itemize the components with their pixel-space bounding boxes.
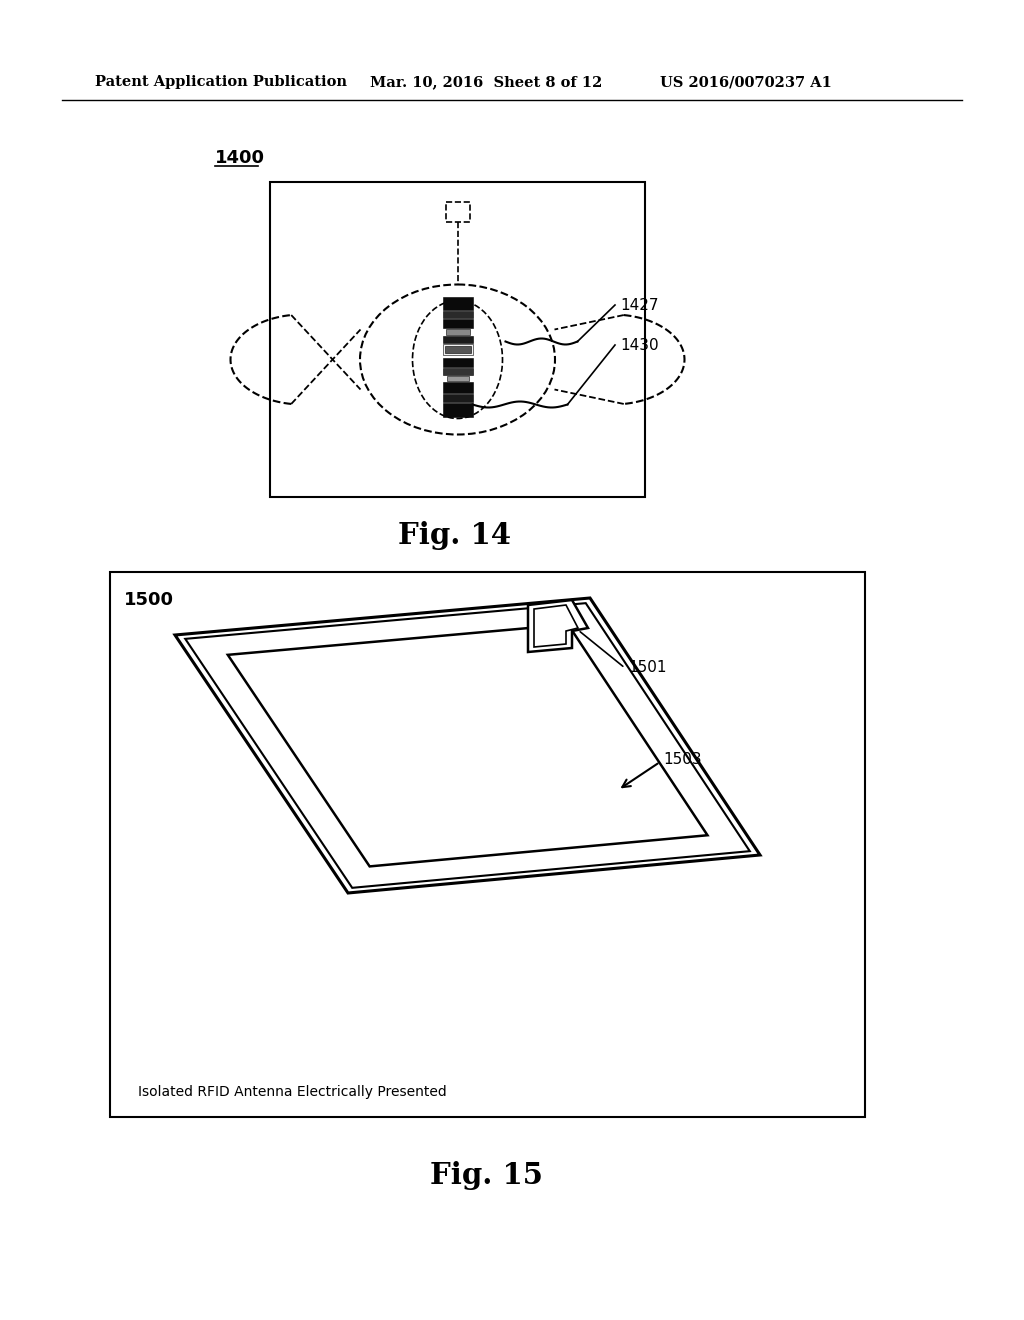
Ellipse shape	[413, 301, 503, 418]
Text: Fig. 15: Fig. 15	[430, 1160, 544, 1189]
Bar	[442, 381, 472, 392]
Text: 1427: 1427	[620, 297, 658, 313]
Bar	[442, 335, 472, 342]
Bar	[270, 182, 645, 498]
Ellipse shape	[360, 285, 555, 434]
Text: 1500: 1500	[124, 591, 174, 609]
Bar	[442, 310, 472, 318]
Polygon shape	[528, 601, 588, 652]
Text: Isolated RFID Antenna Electrically Presented: Isolated RFID Antenna Electrically Prese…	[138, 1085, 446, 1100]
Bar	[444, 346, 470, 352]
Bar	[445, 329, 469, 334]
Bar	[442, 393, 472, 401]
Text: Fig. 14: Fig. 14	[398, 520, 512, 549]
Bar	[442, 343, 472, 355]
Text: Mar. 10, 2016  Sheet 8 of 12: Mar. 10, 2016 Sheet 8 of 12	[370, 75, 602, 88]
Text: 1430: 1430	[620, 338, 658, 352]
Bar	[446, 375, 469, 380]
Bar	[442, 403, 472, 417]
Bar	[442, 367, 472, 375]
Polygon shape	[227, 624, 708, 866]
Text: US 2016/0070237 A1: US 2016/0070237 A1	[660, 75, 831, 88]
Bar	[445, 202, 469, 222]
Bar	[442, 318, 472, 327]
Bar	[442, 297, 472, 309]
Bar	[110, 572, 865, 1117]
Bar	[442, 358, 472, 367]
Text: 1501: 1501	[628, 660, 667, 676]
Text: 1400: 1400	[215, 149, 265, 168]
Text: Patent Application Publication: Patent Application Publication	[95, 75, 347, 88]
Text: 1503: 1503	[663, 752, 701, 767]
